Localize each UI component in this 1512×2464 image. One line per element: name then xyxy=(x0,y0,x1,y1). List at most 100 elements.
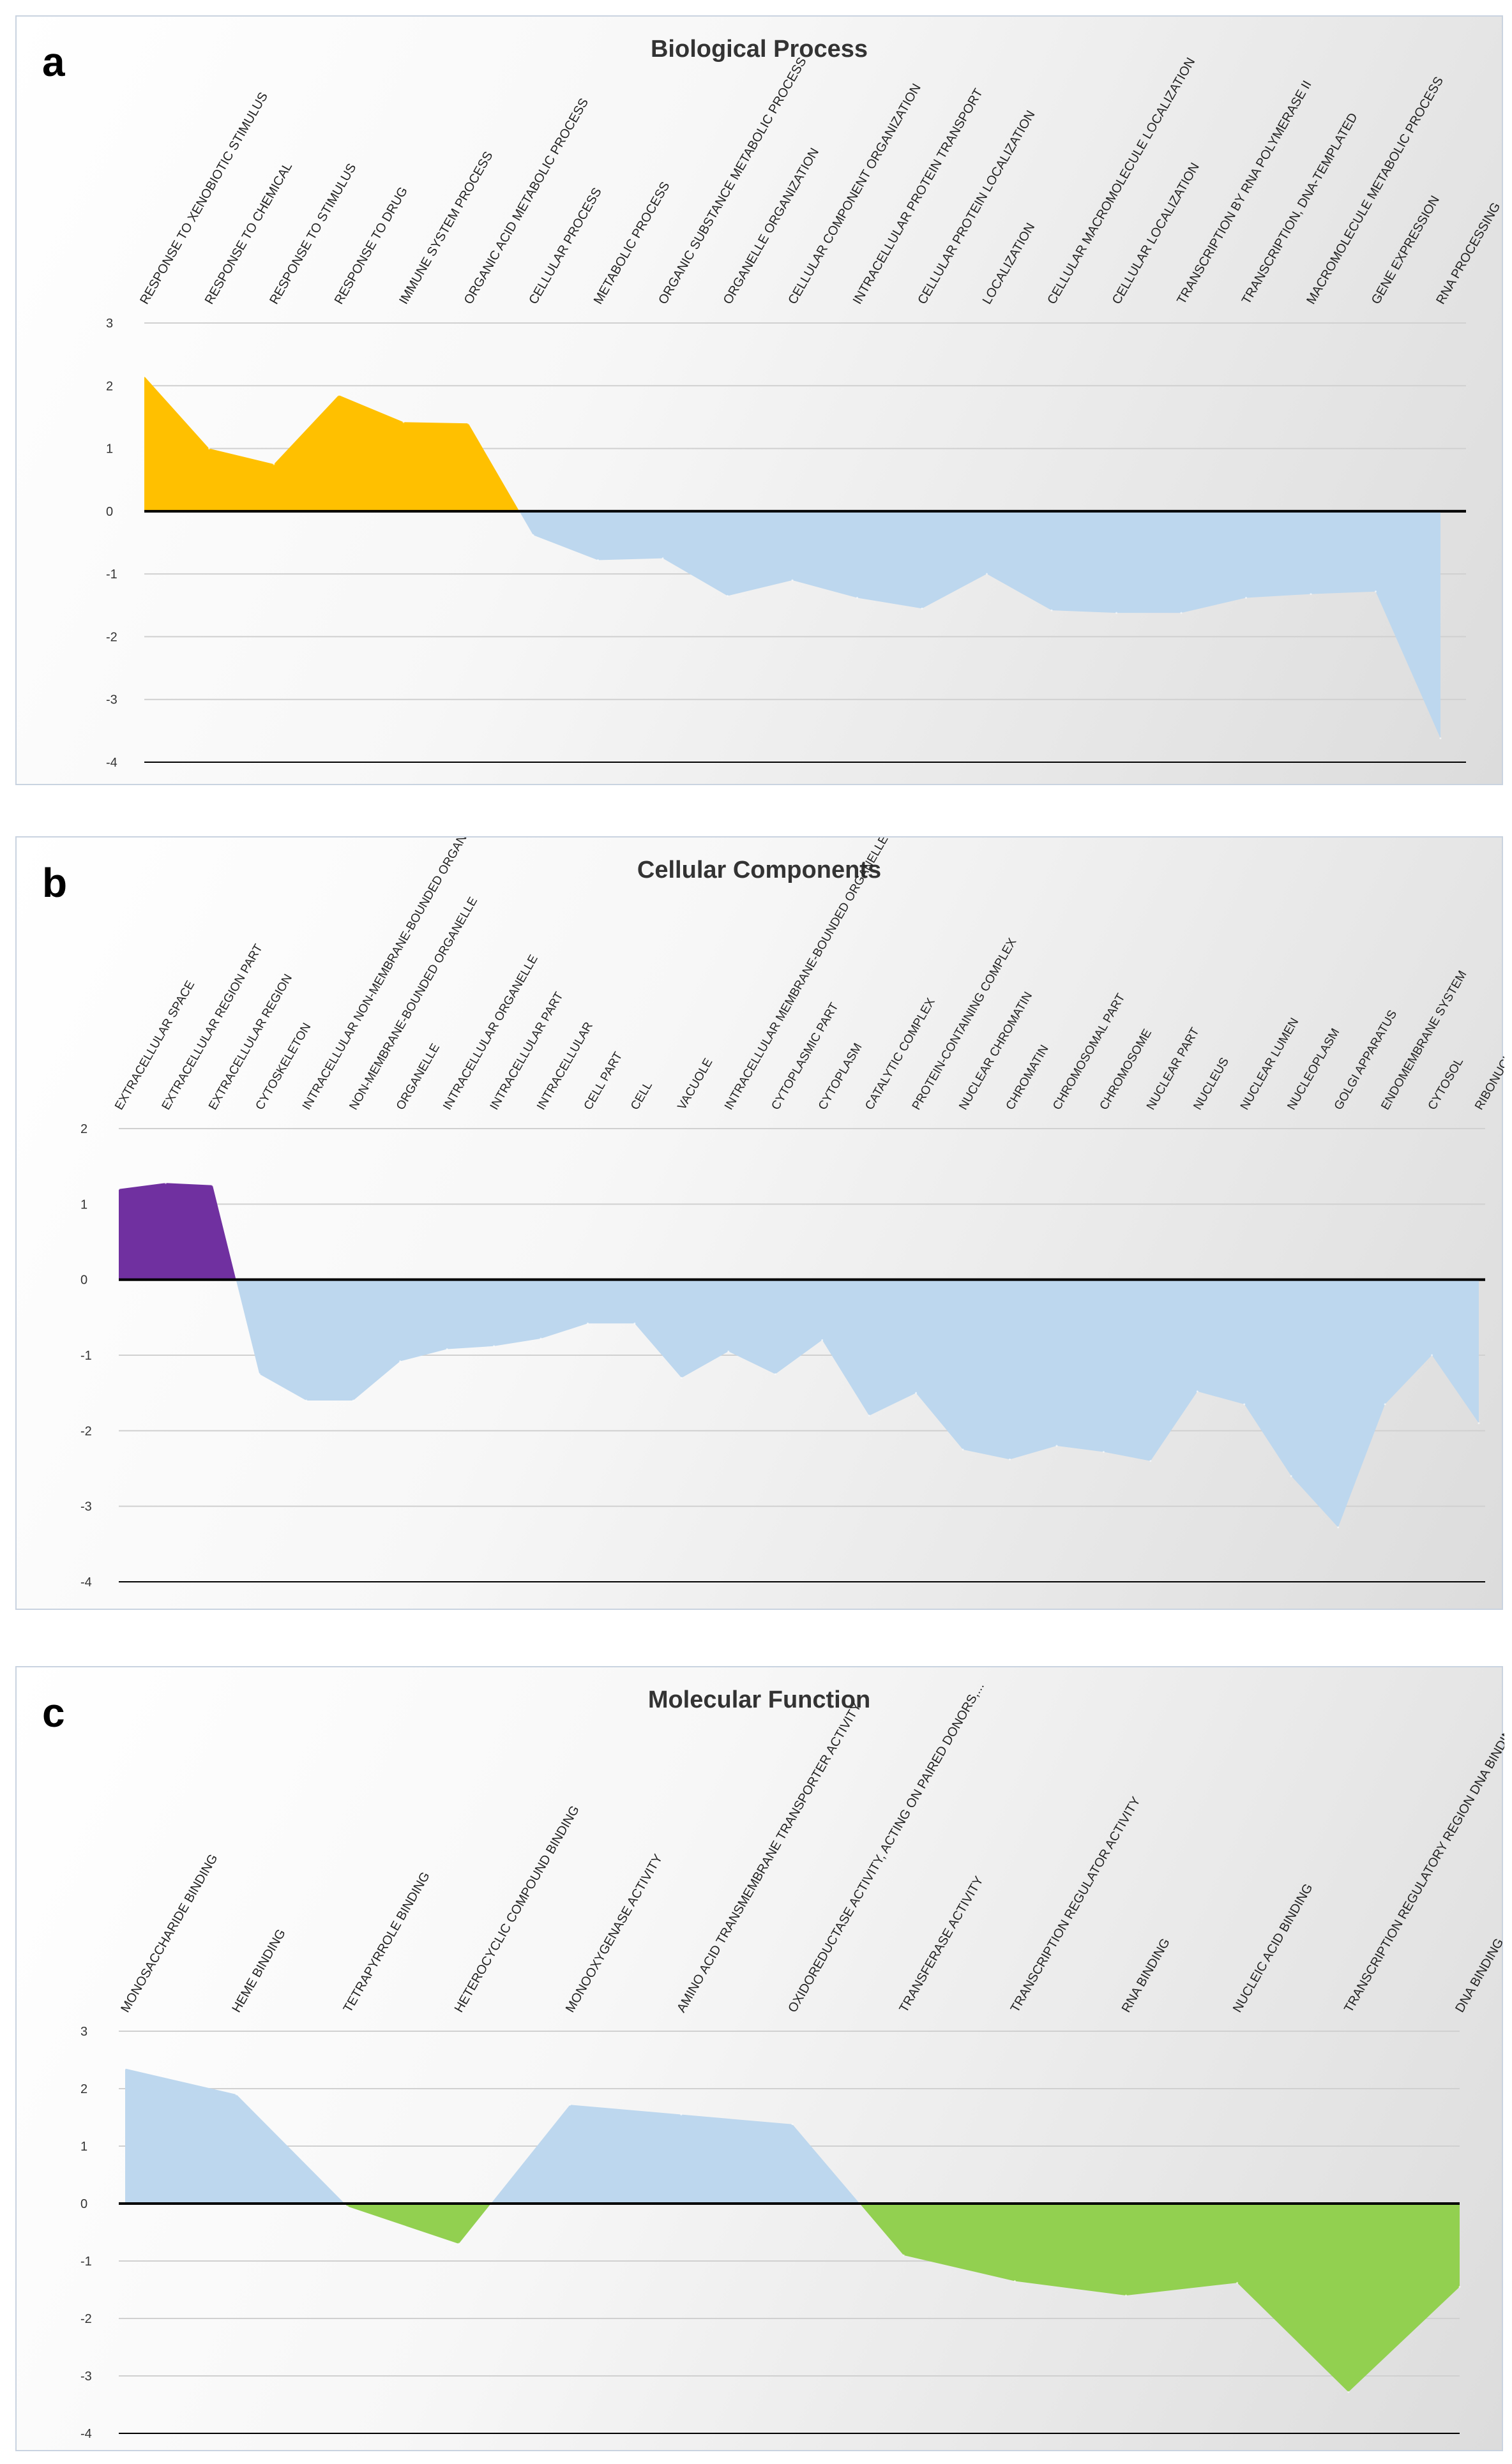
data-point xyxy=(1149,1460,1152,1462)
data-point xyxy=(915,1392,918,1394)
data-point xyxy=(791,579,794,582)
area-negative xyxy=(125,2204,1460,2393)
data-point xyxy=(902,2254,905,2257)
area-negative xyxy=(119,1279,1479,1528)
category-label: NUCLEUS xyxy=(1191,1055,1232,1112)
data-point xyxy=(1055,1445,1058,1447)
data-point xyxy=(235,2093,238,2096)
category-label: CELLULAR PROCESS xyxy=(526,185,604,306)
category-label: TETRAPYRROLE BINDING xyxy=(341,1870,433,2015)
category-label: PROTEIN-CONTAINING COMPLEX xyxy=(910,936,1020,1113)
data-point xyxy=(273,463,275,465)
category-label: CELLULAR MACROMOLECULE LOCALIZATION xyxy=(1045,56,1198,307)
category-label: INTRACELLULAR MEMBRANE-BOUNDED ORGANELLE xyxy=(722,838,891,1113)
category-label: HETEROCYCLIC COMPOUND BINDING xyxy=(452,1803,582,2015)
chart-svg-a: 3 2 1 0 -1 -2 -3 -4 RESPONSE TO XENOBIOTIC STIMU… xyxy=(106,55,1503,770)
data-point xyxy=(208,447,210,450)
y-tick-label: -4 xyxy=(80,1575,92,1589)
panel-biological-process: a Biological Process 3 2 1 0 -1 -2 -3 -4 RESPONS… xyxy=(15,15,1503,785)
category-label: CHROMOSOME xyxy=(1098,1027,1154,1113)
category-label: ORGANELLE xyxy=(394,1041,442,1112)
data-point xyxy=(458,2242,460,2245)
data-point xyxy=(1310,593,1312,596)
data-point xyxy=(774,1373,776,1376)
y-tick-label: 0 xyxy=(106,505,113,519)
y-tick-label: -3 xyxy=(80,1500,92,1514)
category-label: CELL PART xyxy=(582,1049,626,1112)
data-point xyxy=(143,375,146,378)
data-point xyxy=(1439,737,1442,740)
data-point xyxy=(1050,609,1053,612)
category-label: METABOLIC PROCESS xyxy=(591,179,673,306)
data-point xyxy=(258,1373,261,1376)
category-label: TRANSFERASE ACTIVITY xyxy=(896,1874,986,2015)
area-positive xyxy=(144,376,1440,511)
data-point xyxy=(986,573,988,575)
category-label: RNA PROCESSING xyxy=(1433,200,1503,307)
data-point xyxy=(1458,2286,1461,2288)
category-label: EXTRACELLULAR SPACE xyxy=(112,979,197,1113)
category-label: TRANSCRIPTION REGULATOR ACTIVITY xyxy=(1008,1794,1144,2015)
data-point xyxy=(1236,2281,1239,2284)
category-label: CHROMATIN xyxy=(1004,1043,1052,1113)
chart-svg-b: 2 1 0 -1 -2 -3 -4 EXTRACELLULAR SPACEEXTRACELLU… xyxy=(80,838,1504,1589)
data-point xyxy=(1384,1403,1386,1406)
chart-svg-c: 3 2 1 0 -1 -2 -3 -4 MONOSACCHARIDE BINDING HEME B… xyxy=(80,1680,1504,2441)
data-point xyxy=(402,421,405,423)
category-label: OXIDOREDUCTASE ACTIVITY, ACTING ON PAIRE… xyxy=(785,1680,987,2015)
category-label: LOCALIZATION xyxy=(980,221,1038,307)
category-label: AMINO ACID TRANSMEMBRANE TRANSPORTER ACT… xyxy=(674,1700,864,2015)
data-point xyxy=(467,422,469,424)
y-tick-label: -1 xyxy=(106,567,117,582)
category-label: VACUOLE xyxy=(676,1056,716,1113)
data-point xyxy=(821,1339,824,1341)
data-point xyxy=(569,2103,571,2106)
category-label: DNA BINDING xyxy=(1453,1936,1504,2015)
data-point xyxy=(540,1337,542,1340)
data-point xyxy=(346,2205,349,2207)
y-tick-label: 3 xyxy=(106,317,113,331)
data-point xyxy=(1115,612,1117,614)
area-positive xyxy=(119,1183,236,1280)
y-tick-label: -4 xyxy=(106,756,117,770)
category-label: CELL xyxy=(628,1079,655,1113)
data-point xyxy=(352,1399,354,1402)
data-point xyxy=(921,607,923,610)
data-point xyxy=(727,1350,730,1353)
y-tick-label: -3 xyxy=(80,2370,92,2384)
data-point xyxy=(164,1182,167,1184)
data-point xyxy=(338,394,340,396)
panel-molecular-function: c Molecular Function 3 2 1 0 -1 -2 -3 -4 MONOSAC… xyxy=(15,1666,1504,2451)
data-point xyxy=(1102,1450,1105,1453)
data-point xyxy=(493,1345,495,1348)
data-point xyxy=(305,1399,308,1402)
data-point xyxy=(446,1348,448,1351)
category-label: NUCLEIC ACID BINDING xyxy=(1230,1881,1316,2015)
panel-label-c: c xyxy=(42,1690,65,1736)
panel-cellular-components: b Cellular Components 2 1 0 -1 -2 -3 -4 EXTRACE… xyxy=(15,836,1504,1610)
category-label: HEME BINDING xyxy=(229,1927,288,2015)
y-tick-label: 0 xyxy=(80,1273,87,1288)
data-point xyxy=(727,595,729,597)
category-label: RESPONSE TO XENOBIOTIC STIMULUS xyxy=(137,90,271,307)
data-point xyxy=(1009,1458,1011,1461)
y-tick-label: 2 xyxy=(80,2082,87,2096)
category-label: INTRACELLULAR ORGANELLE xyxy=(441,952,541,1112)
data-point xyxy=(1180,612,1183,614)
category-label: ENDOMEMBRANE SYSTEM xyxy=(1379,968,1469,1112)
y-tick-label: 2 xyxy=(106,379,113,393)
data-point xyxy=(1125,2294,1127,2297)
category-label: CYTOPLASM xyxy=(816,1041,865,1113)
data-point xyxy=(962,1448,964,1451)
y-tick-label: -1 xyxy=(80,2255,92,2269)
y-tick-label: -4 xyxy=(80,2427,92,2441)
y-tick-label: 2 xyxy=(80,1122,87,1136)
chart-title-a: Biological Process xyxy=(650,36,868,63)
category-label: ORGANIC ACID METABOLIC PROCESS xyxy=(462,96,591,306)
category-label: INTRACELLULAR NON-MEMBRANE-BOUNDED ORGAN… xyxy=(300,838,485,1113)
data-point xyxy=(1243,1403,1246,1406)
category-label: EXTRACELLULAR REGION PART xyxy=(160,942,266,1112)
data-point xyxy=(1431,1354,1433,1356)
category-label: MONOSACCHARIDE BINDING xyxy=(118,1852,220,2015)
area-negative xyxy=(519,511,1440,739)
